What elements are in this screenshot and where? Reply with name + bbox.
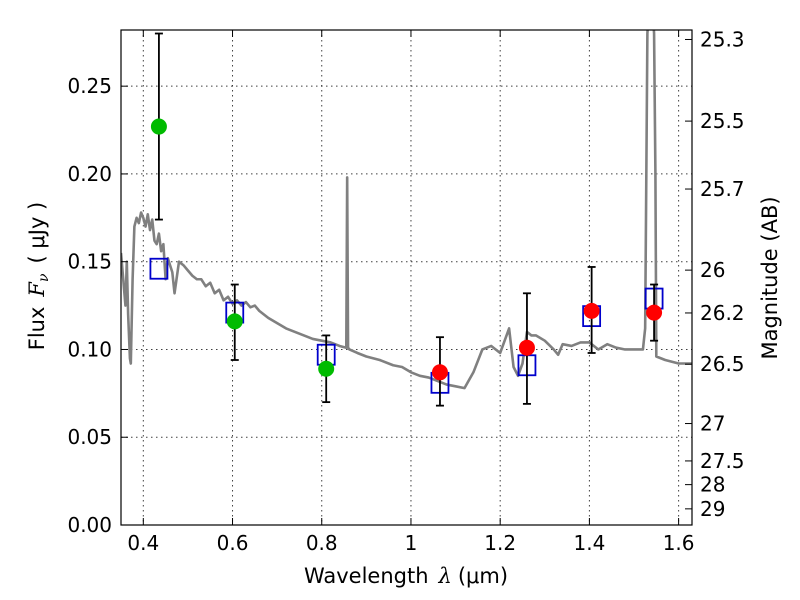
y2-axis-title: Magnitude (AB) — [758, 196, 782, 359]
x-tick-label: 1.6 — [663, 531, 695, 555]
observed-red-point — [518, 339, 535, 356]
observed-red-point — [431, 364, 448, 381]
y-tick-label: 0.10 — [67, 337, 112, 361]
y-tick-label: 0.20 — [67, 162, 112, 186]
x-tick-label: 1 — [405, 531, 418, 555]
y-axis-title: FluxFν( μJy ) — [25, 202, 52, 350]
plot-area — [121, 30, 692, 407]
model-flux-square — [149, 257, 169, 280]
observed-green-point — [318, 360, 335, 377]
y2-tick-label: 25.7 — [700, 177, 745, 201]
spectrum-line — [121, 30, 692, 390]
observed-green-point — [226, 313, 243, 330]
y-axis: 0.00 0.05 0.10 0.15 0.20 0.25 — [67, 74, 128, 537]
y2-tick-label: 25.3 — [700, 27, 745, 51]
observed-red-point — [646, 304, 663, 321]
y-tick-label: 0.00 — [67, 513, 112, 537]
x-tick-label: 1.4 — [573, 531, 605, 555]
y2-tick-label: 29 — [700, 497, 725, 521]
y2-tick-label: 26.2 — [700, 301, 745, 325]
plot-frame — [120, 29, 693, 526]
x-axis-title: Wavelength λ (μm) — [304, 564, 508, 588]
observed-green-point — [150, 118, 167, 135]
x-axis: 0.4 0.6 0.8 1 1.2 1.4 1.6 — [127, 30, 695, 555]
y2-tick-label: 26 — [700, 258, 725, 282]
y2-tick-label: 27.5 — [700, 449, 745, 473]
x-tick-label: 0.4 — [127, 531, 159, 555]
x-tick-label: 0.8 — [306, 531, 338, 555]
x-tick-label: 0.6 — [217, 531, 249, 555]
y2-tick-label: 25.5 — [700, 109, 745, 133]
y-tick-label: 0.15 — [67, 250, 112, 274]
y2-tick-label: 26.5 — [700, 352, 745, 376]
x-tick-label: 1.2 — [484, 531, 516, 555]
observed-red-point — [583, 302, 600, 319]
y2-tick-label: 27 — [700, 412, 725, 436]
y-tick-label: 0.05 — [67, 425, 112, 449]
y-tick-label: 0.25 — [67, 74, 112, 98]
y2-tick-label: 28 — [700, 473, 725, 497]
